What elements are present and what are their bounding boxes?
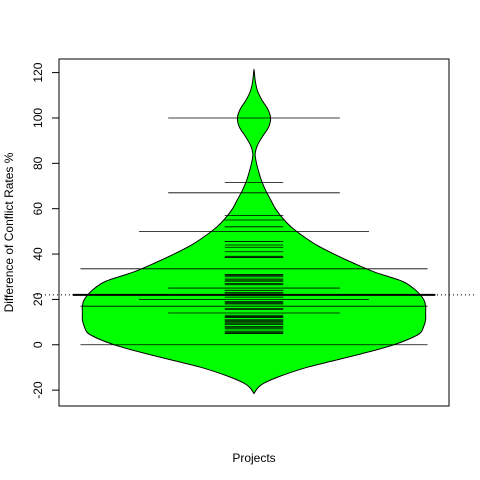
y-tick-label: 120 <box>31 62 45 82</box>
observation-lines-layer <box>80 117 428 346</box>
y-tick-label: 40 <box>31 247 45 261</box>
y-tick-label: 0 <box>31 341 45 348</box>
x-axis-title: Projects <box>232 451 275 465</box>
y-axis: -20 0 20 40 60 80 100 120 <box>31 62 59 399</box>
y-tick-label: 60 <box>31 202 45 216</box>
y-tick-label: -20 <box>31 381 45 399</box>
y-axis-title: Difference of Conflict Rates % <box>2 152 16 312</box>
y-tick-label: 80 <box>31 156 45 170</box>
y-tick-label: 100 <box>31 108 45 128</box>
y-tick-label: 20 <box>31 292 45 306</box>
plot-frame <box>58 58 450 407</box>
